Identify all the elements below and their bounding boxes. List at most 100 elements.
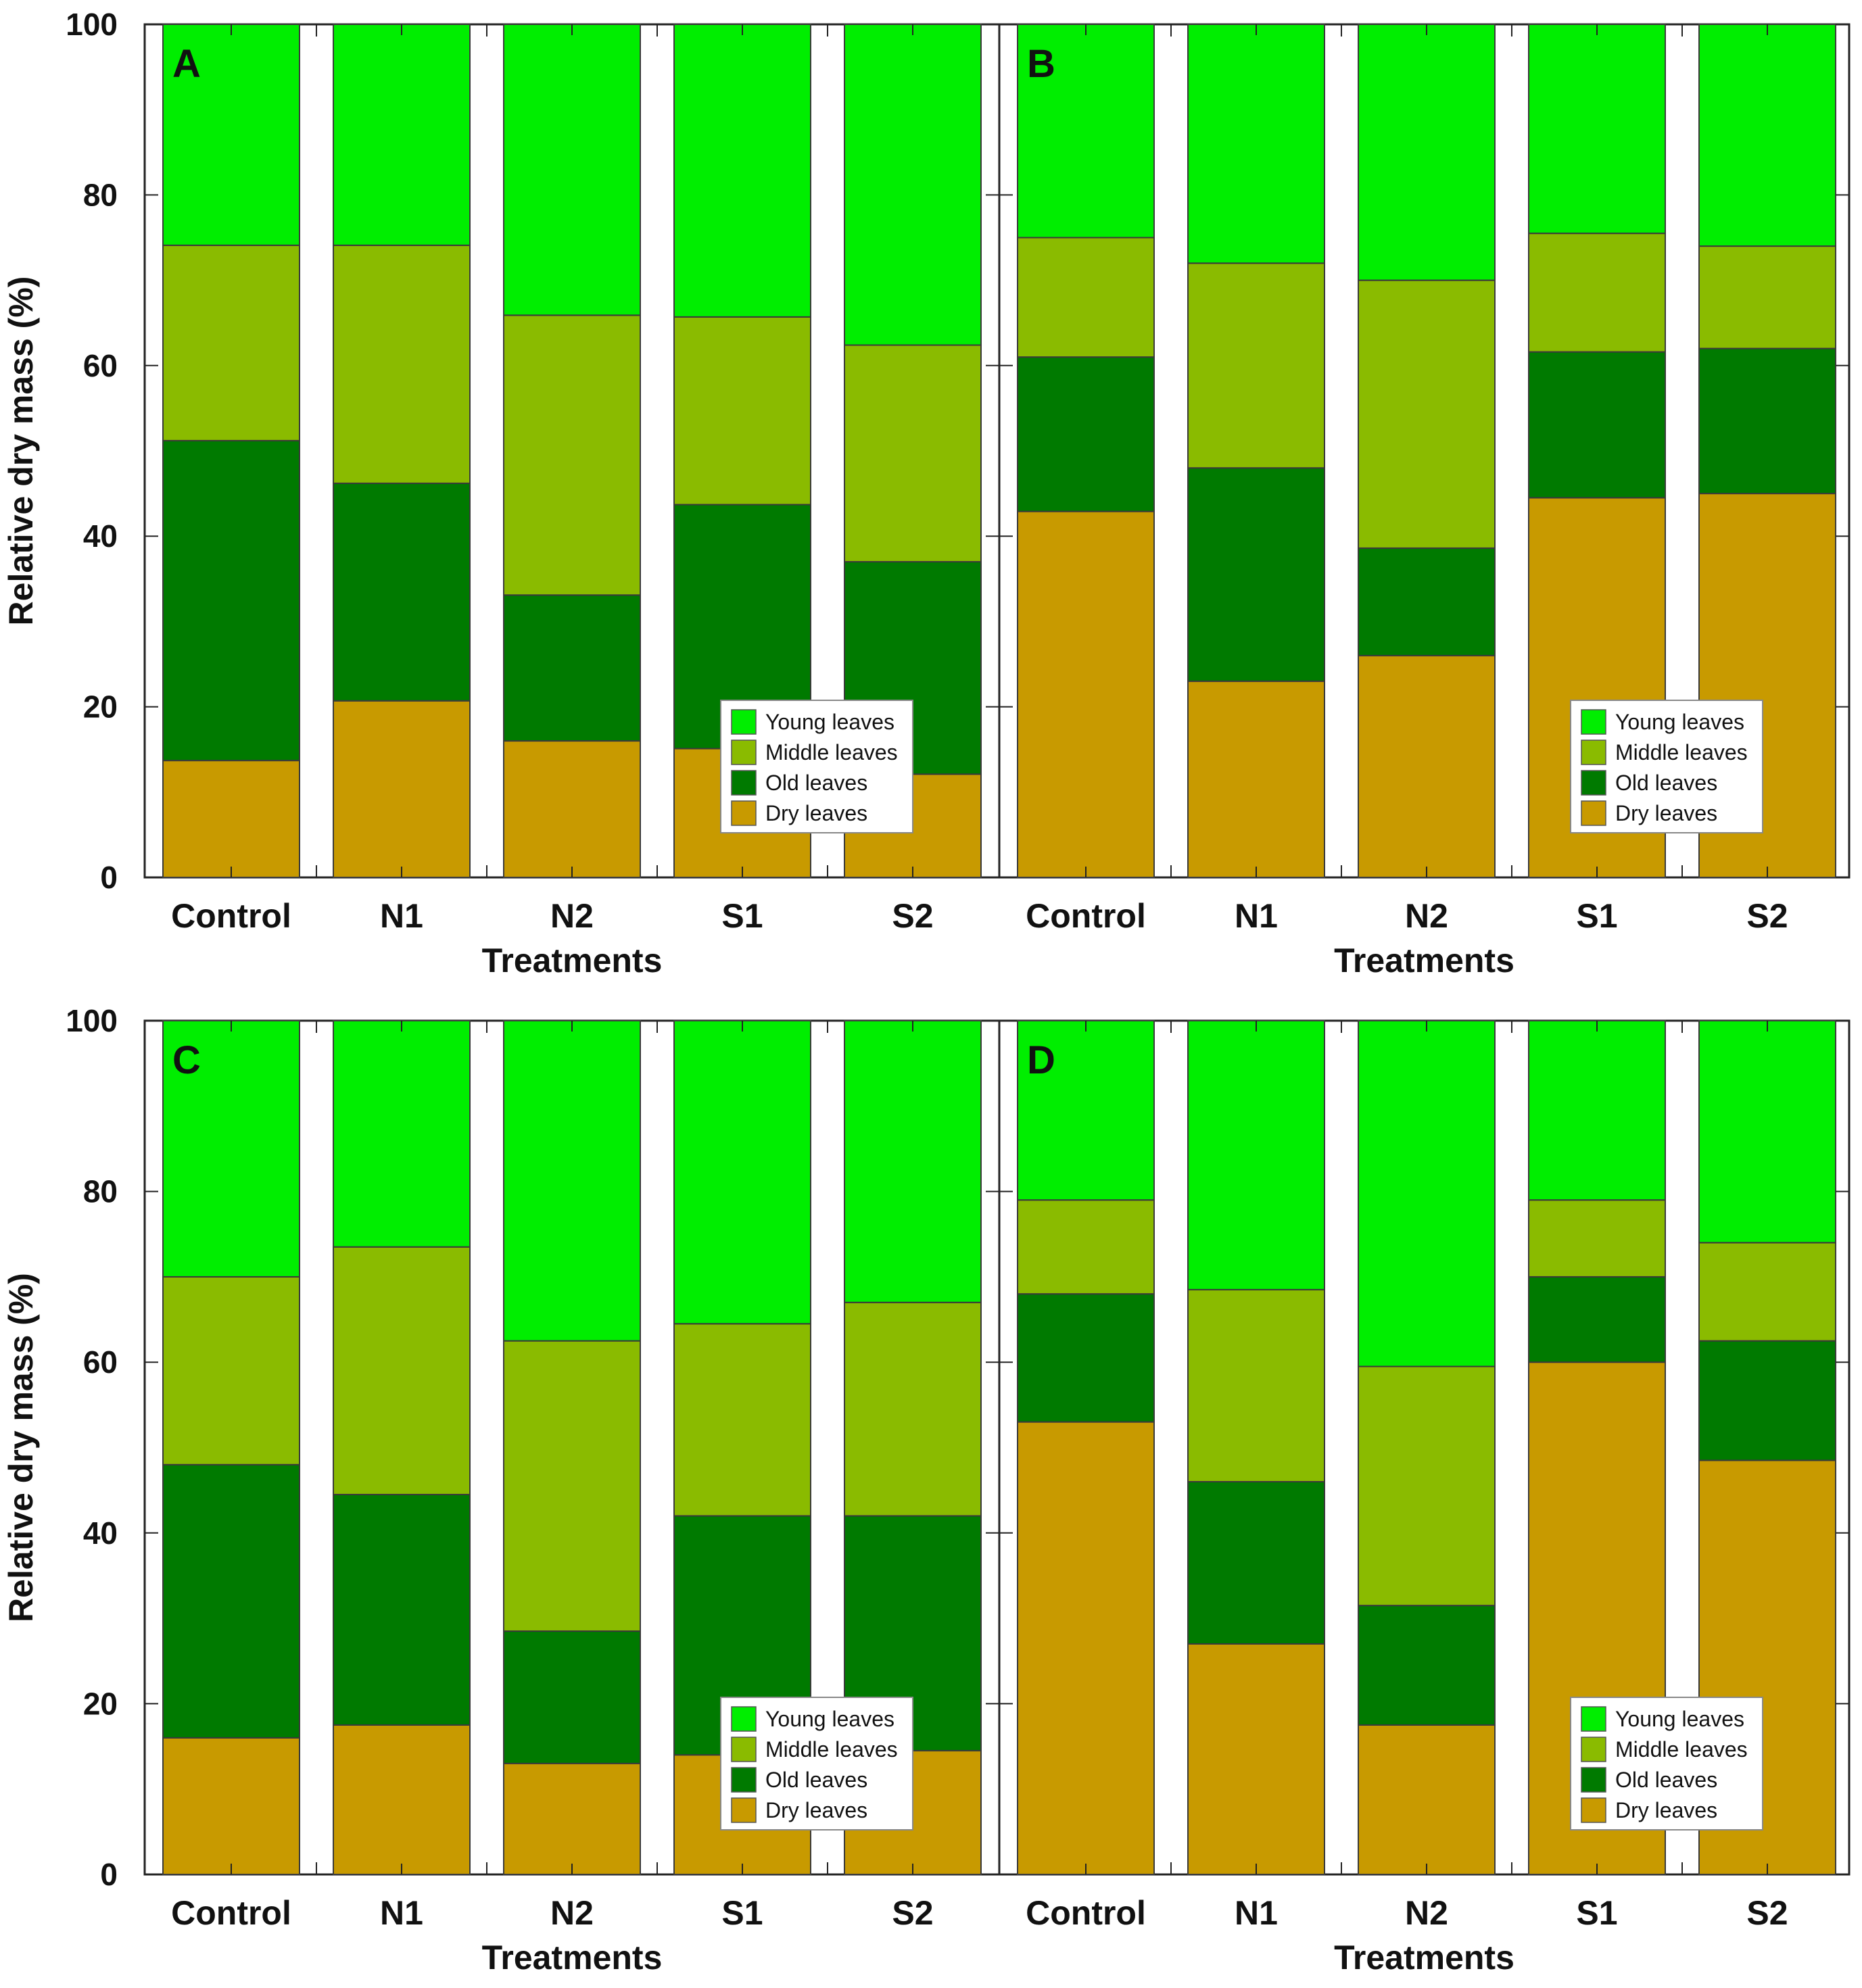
bar-A-n1-old-leaves [333,482,471,702]
bar-D-s2-young-leaves [1698,1020,1836,1244]
bar-C-s2-young-leaves [844,1020,982,1303]
bar-D-s1-old-leaves [1528,1276,1666,1363]
bar-D-s2-old-leaves [1698,1340,1836,1461]
legend-label: Old leaves [1615,771,1717,795]
bar-D-s2-middle-leaves [1698,1242,1836,1342]
y-tick-label: 80 [83,1174,118,1209]
x-tick-label: N1 [1235,1894,1278,1932]
bar-C-n2-middle-leaves [503,1340,641,1632]
legend-label: Dry leaves [1615,801,1717,825]
x-tick-label: S1 [1576,897,1617,935]
x-tick-label: S1 [721,897,763,935]
bar-C-control-dry-leaves [162,1737,300,1875]
bar-B-control-young-leaves [1017,24,1155,239]
legend-label: Middle leaves [765,740,898,765]
x-tick-label: Control [1026,1894,1146,1932]
bar-D-control-old-leaves [1017,1293,1155,1423]
bar-B-s2-middle-leaves [1698,245,1836,349]
bar-A-control-middle-leaves [162,244,300,441]
x-tick-label: N2 [1405,1894,1448,1932]
bar-C-n1-dry-leaves [333,1724,471,1876]
bar-C-s1-middle-leaves [673,1323,811,1517]
bar-C-s1-young-leaves [673,1020,811,1325]
x-axis-title: Treatments [1334,942,1514,979]
bar-A-control-old-leaves [162,439,300,762]
bar-B-n1-young-leaves [1187,24,1325,264]
legend-label: Old leaves [765,771,867,795]
bar-D-n2-young-leaves [1358,1020,1496,1367]
x-tick-label: N1 [380,897,423,935]
y-tick-label: 0 [100,860,118,895]
bar-B-control-middle-leaves [1017,237,1155,358]
x-tick-label: S2 [1746,1894,1788,1932]
bar-D-n2-old-leaves [1358,1605,1496,1726]
x-tick-label: S2 [892,1894,933,1932]
y-tick-label: 60 [83,348,118,383]
x-tick-label: N1 [1235,897,1278,935]
legend-label: Dry leaves [765,801,867,825]
x-tick-label: S1 [1576,1894,1617,1932]
bar-B-control-dry-leaves [1017,510,1155,878]
bar-C-s2-middle-leaves [844,1301,982,1517]
bar-B-s1-young-leaves [1528,24,1666,235]
bar-C-n1-old-leaves [333,1493,471,1726]
bar-C-control-middle-leaves [162,1276,300,1465]
legend-swatch-young-leaves [1581,709,1606,735]
legend-swatch-old-leaves [731,1767,757,1793]
y-tick-label: 20 [83,1686,118,1721]
bar-A-control-dry-leaves [162,760,300,878]
legend-swatch-old-leaves [731,770,757,796]
x-tick-label: N2 [550,897,594,935]
bar-A-n2-old-leaves [503,594,641,742]
bar-A-s1-young-leaves [673,24,811,318]
legend-swatch-young-leaves [731,1706,757,1732]
legend-swatch-young-leaves [731,709,757,735]
bar-C-n1-young-leaves [333,1020,471,1248]
y-tick-label: 100 [66,7,118,42]
legend-swatch-old-leaves [1581,770,1606,796]
bar-B-s2-old-leaves [1698,347,1836,495]
x-axis-title: Treatments [1334,1939,1514,1977]
legend-swatch-dry-leaves [731,800,757,826]
legend-swatch-middle-leaves [731,1737,757,1762]
bar-A-n1-middle-leaves [333,244,471,484]
legend-label: Young leaves [1615,710,1744,734]
bar-D-n1-middle-leaves [1187,1288,1325,1483]
bar-D-n2-middle-leaves [1358,1365,1496,1607]
bar-C-n2-young-leaves [503,1020,641,1342]
legend-label: Dry leaves [765,1798,867,1822]
bar-C-n2-old-leaves [503,1630,641,1764]
bar-C-n1-middle-leaves [333,1246,471,1495]
bar-A-s2-middle-leaves [844,344,982,563]
bar-D-n1-old-leaves [1187,1481,1325,1645]
x-tick-label: N2 [550,1894,594,1932]
bar-B-n1-old-leaves [1187,467,1325,682]
bar-B-s1-middle-leaves [1528,233,1666,353]
bar-D-n1-dry-leaves [1187,1643,1325,1875]
panel-letter: B [1027,42,1055,86]
legend-swatch-dry-leaves [1581,1797,1606,1823]
x-tick-label: S1 [721,1894,763,1932]
legend-label: Young leaves [765,1707,894,1731]
x-tick-label: N2 [1405,897,1448,935]
legend-swatch-old-leaves [1581,1767,1606,1793]
y-tick-label: 0 [100,1857,118,1892]
x-axis-title: Treatments [482,1939,663,1977]
bar-B-s1-old-leaves [1528,351,1666,499]
legend-label: Old leaves [765,1768,867,1792]
x-tick-label: Control [1026,897,1146,935]
bar-D-s1-middle-leaves [1528,1199,1666,1278]
bar-B-control-old-leaves [1017,356,1155,512]
x-tick-label: S2 [1746,897,1788,935]
y-tick-label: 40 [83,518,118,554]
panel-letter: A [172,42,201,86]
legend-swatch-middle-leaves [1581,1737,1606,1762]
legend-label: Middle leaves [1615,1737,1748,1762]
bar-D-n1-young-leaves [1187,1020,1325,1290]
bar-B-n2-young-leaves [1358,24,1496,281]
y-tick-label: 60 [83,1344,118,1380]
bar-A-n1-dry-leaves [333,700,471,878]
bar-C-n2-dry-leaves [503,1762,641,1876]
bar-A-n1-young-leaves [333,24,471,246]
